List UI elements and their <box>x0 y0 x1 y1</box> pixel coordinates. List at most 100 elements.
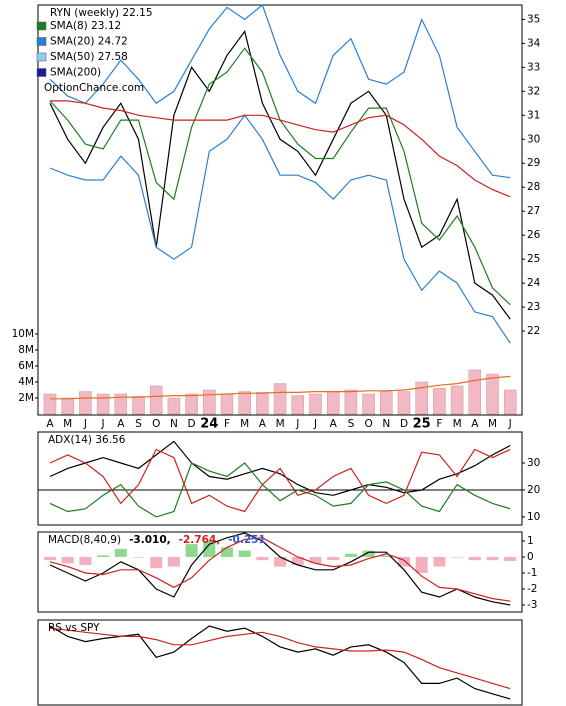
bar <box>344 389 358 415</box>
series-line <box>49 114 511 344</box>
bar <box>380 391 393 415</box>
x-tick-label: J <box>101 418 105 430</box>
bar <box>61 556 74 564</box>
panel-frame <box>37 531 523 613</box>
bar <box>132 556 145 558</box>
x-tick-label: N <box>382 418 390 430</box>
y-tick-label: 32 <box>527 85 540 97</box>
bar <box>44 556 56 561</box>
bar <box>167 556 180 567</box>
y-tick-label: 4M <box>18 376 34 388</box>
y-tick-label: -3 <box>527 599 537 611</box>
x-tick-label: 24 <box>200 417 218 432</box>
series-line <box>49 627 511 690</box>
x-tick-label: O <box>364 418 372 430</box>
bar <box>451 556 464 558</box>
x-tick-label: F <box>224 418 230 430</box>
y-tick-label: 10M <box>12 328 34 340</box>
x-tick-label: J <box>295 418 299 430</box>
y-tick-label: 8M <box>18 344 34 356</box>
bar <box>503 389 517 415</box>
bar <box>79 391 92 415</box>
x-tick-label: M <box>453 418 462 430</box>
legend-swatch <box>36 68 47 77</box>
bar <box>61 397 74 415</box>
legend-swatch <box>36 21 47 31</box>
bar <box>486 556 499 561</box>
series-line <box>49 625 511 700</box>
series-line <box>49 3 511 179</box>
legend-swatch <box>36 52 47 62</box>
bar <box>398 556 410 567</box>
x-tick-label: N <box>170 418 178 430</box>
series-line <box>49 537 511 602</box>
bar <box>203 540 216 557</box>
y-tick-label: 27 <box>527 205 540 217</box>
bar <box>97 555 110 557</box>
bar <box>43 393 57 415</box>
bar <box>450 385 464 415</box>
legend-label: SMA(20) 24.72 <box>50 36 128 48</box>
y-tick-label: 22 <box>527 325 540 337</box>
y-tick-label: 30 <box>527 457 540 469</box>
y-tick-label: 2M <box>18 392 34 404</box>
bar <box>150 556 163 569</box>
series-line <box>49 440 511 496</box>
panel-title: RYN (weekly) 22.15 <box>50 7 153 19</box>
bar <box>362 550 375 557</box>
bar <box>415 381 428 415</box>
y-tick-label: 35 <box>527 13 540 25</box>
y-tick-label: 6M <box>18 360 34 372</box>
bar <box>468 369 482 415</box>
legend-label: SMA(200) <box>50 67 101 79</box>
bar <box>79 556 92 565</box>
bar <box>326 391 340 415</box>
bar <box>149 385 163 415</box>
y-tick-label: -1 <box>527 567 537 579</box>
legend-label: SMA(50) 27.58 <box>50 51 128 63</box>
bar <box>185 544 198 557</box>
bar <box>415 556 428 573</box>
title-value: -0.251 <box>228 534 266 546</box>
panel-title: RS vs SPY <box>48 622 100 634</box>
bar <box>433 556 446 567</box>
bar <box>220 393 234 415</box>
panel-frame <box>37 4 523 416</box>
y-tick-label: 20 <box>527 484 540 496</box>
x-tick-label: M <box>63 418 72 430</box>
bar <box>221 547 233 557</box>
x-tick-label: A <box>117 418 125 430</box>
y-tick-label: 34 <box>527 37 541 49</box>
y-tick-label: 29 <box>527 157 540 169</box>
title-value: -3.010, <box>129 534 171 546</box>
bar <box>327 556 340 561</box>
bar <box>256 556 269 561</box>
bar <box>344 553 357 557</box>
x-tick-label: M <box>276 418 285 430</box>
x-tick-label: D <box>188 418 196 430</box>
bar <box>380 555 393 557</box>
bar <box>274 556 287 567</box>
legend-label: SMA(8) 23.12 <box>50 20 121 32</box>
x-tick-label: J <box>508 418 512 430</box>
x-tick-label: F <box>436 418 442 430</box>
bar <box>167 397 181 415</box>
bar <box>433 388 446 415</box>
y-tick-label: 24 <box>527 277 541 289</box>
series-line <box>49 30 511 320</box>
bar <box>362 393 375 415</box>
legend-swatch <box>36 37 47 46</box>
x-tick-label: D <box>400 418 408 430</box>
series-line <box>50 100 511 198</box>
x-tick-label: 25 <box>413 417 431 432</box>
bar <box>291 395 305 415</box>
y-tick-label: 0 <box>527 551 534 563</box>
bar <box>238 391 251 415</box>
y-tick-label: 26 <box>527 229 541 241</box>
bar <box>96 393 110 415</box>
bar <box>486 373 499 415</box>
x-tick-label: A <box>471 418 479 430</box>
x-tick-label: O <box>152 418 160 430</box>
bar <box>309 393 322 415</box>
y-tick-label: 33 <box>527 61 540 73</box>
